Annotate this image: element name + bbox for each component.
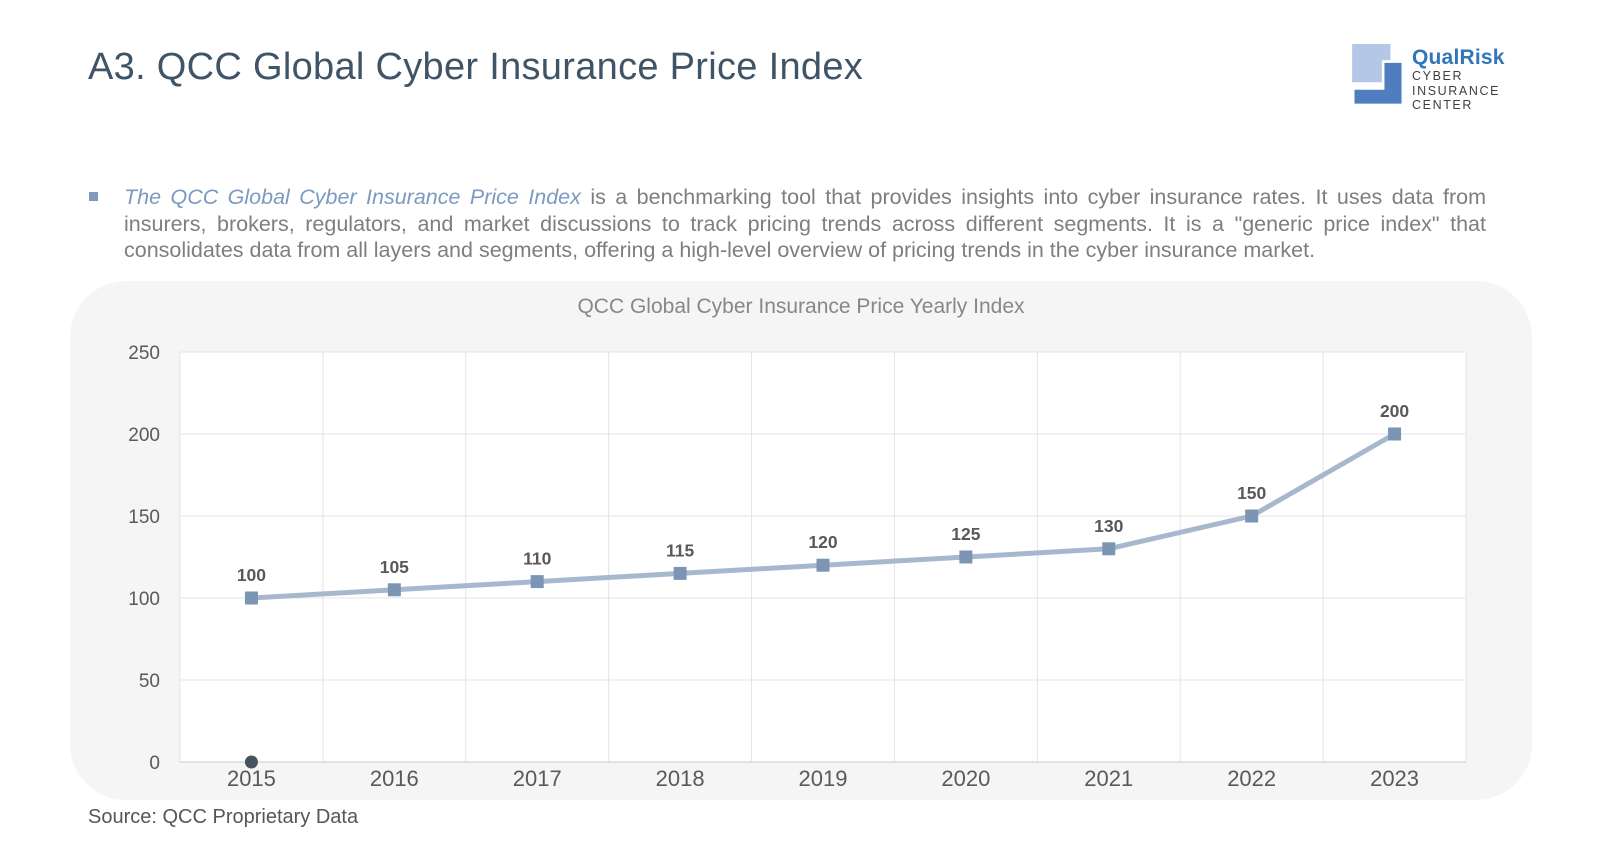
logo-text: QualRisk CYBER INSURANCE CENTER: [1412, 44, 1505, 113]
data-point-label: 110: [523, 549, 551, 569]
logo-brand: QualRisk: [1412, 46, 1505, 69]
intro-paragraph: The QCC Global Cyber Insurance Price Ind…: [124, 184, 1486, 264]
x-axis-tick-label: 2016: [370, 766, 419, 791]
x-axis-tick-label: 2020: [941, 766, 990, 791]
y-axis-tick-label: 100: [128, 589, 160, 610]
page-title: A3. QCC Global Cyber Insurance Price Ind…: [88, 46, 864, 88]
data-point-label: 200: [1380, 401, 1409, 421]
data-point-label: 125: [951, 524, 980, 544]
data-point-square-marker: [1102, 542, 1116, 556]
x-axis-tick-label: 2015: [227, 766, 276, 791]
logo-subline-insurance: INSURANCE: [1412, 83, 1501, 98]
x-axis-tick-label: 2017: [513, 766, 562, 791]
data-point-label: 150: [1237, 483, 1266, 503]
data-point-square-marker: [1245, 509, 1259, 523]
y-axis-tick-label: 250: [128, 343, 160, 364]
data-point-square-marker: [387, 583, 401, 597]
data-point-square-marker: [530, 575, 544, 589]
data-point-square-marker: [1388, 427, 1402, 441]
x-axis-tick-label: 2021: [1084, 766, 1133, 791]
y-axis-tick-label: 0: [149, 753, 160, 774]
data-point-label: 130: [1094, 516, 1123, 536]
data-point-square-marker: [816, 558, 830, 572]
x-axis-tick-label: 2018: [656, 766, 705, 791]
plot-area: [180, 352, 1466, 762]
data-point-label: 115: [666, 540, 694, 560]
data-point-circle-marker: [244, 755, 258, 769]
data-point-label: 105: [380, 557, 409, 577]
intro-body: is a benchmarking tool that provides ins…: [124, 185, 1486, 263]
logo-subline-cyber: CYBER: [1412, 69, 1464, 83]
data-point-square-marker: [959, 550, 973, 564]
data-point-label: 100: [237, 565, 266, 585]
y-axis-tick-label: 150: [128, 507, 160, 528]
y-axis-tick-label: 50: [139, 671, 160, 692]
x-axis-tick-label: 2023: [1370, 766, 1419, 791]
source-note: Source: QCC Proprietary Data: [88, 806, 359, 828]
qualrisk-logo-icon: [1352, 44, 1404, 106]
logo-subline-center: CENTER: [1412, 98, 1473, 112]
data-point-square-marker: [244, 591, 258, 605]
x-axis-tick-label: 2022: [1227, 766, 1276, 791]
price-index-line-chart: 0 50 100 150 200 250 2015 2016 2017 2018 2019 2020 2…: [128, 343, 1467, 791]
logo-mark-dark-step: [1352, 60, 1404, 106]
qualrisk-logo: QualRisk CYBER INSURANCE CENTER: [1352, 44, 1505, 113]
chart-panel: QCC Global Cyber Insurance Price Yearly …: [70, 281, 1532, 800]
y-axis-tick-label: 200: [128, 425, 160, 446]
bullet-marker-icon: [89, 192, 98, 201]
chart-title: QCC Global Cyber Insurance Price Yearly …: [577, 295, 1025, 318]
data-point-label: 120: [808, 532, 837, 552]
intro-lead: The QCC Global Cyber Insurance Price Ind…: [124, 185, 581, 209]
data-point-square-marker: [673, 566, 687, 580]
x-axis-tick-label: 2019: [799, 766, 848, 791]
